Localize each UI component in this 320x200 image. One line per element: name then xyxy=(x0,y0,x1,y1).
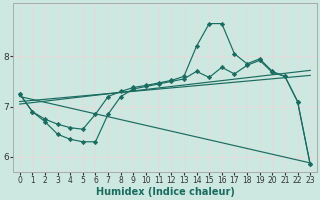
X-axis label: Humidex (Indice chaleur): Humidex (Indice chaleur) xyxy=(96,187,234,197)
